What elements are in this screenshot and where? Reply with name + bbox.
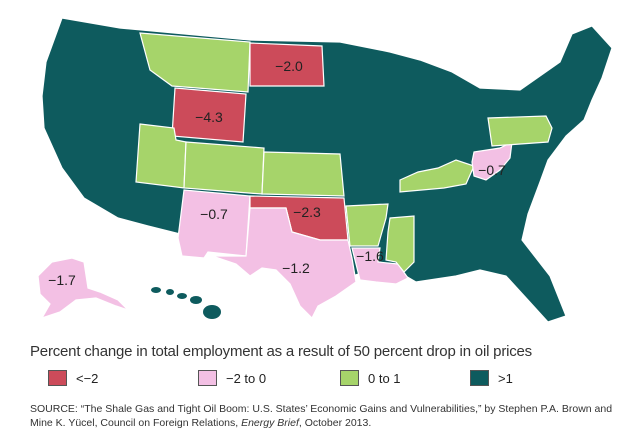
state-arkansas <box>345 203 389 247</box>
state-mississippi <box>385 215 415 273</box>
legend-swatch <box>48 370 67 386</box>
label-north-dakota: −2.0 <box>275 58 303 74</box>
legend-swatch <box>340 370 359 386</box>
state-colorado <box>183 141 265 195</box>
legend-item-neg2-to-0: −2 to 0 <box>198 369 266 387</box>
state-west-virginia <box>471 140 513 181</box>
state-texas <box>211 207 357 320</box>
source-text: SOURCE: “The Shale Gas and Tight Oil Boo… <box>30 403 613 429</box>
state-north-dakota <box>249 42 325 87</box>
legend-label: −2 to 0 <box>226 370 267 386</box>
label-wyoming: −4.3 <box>195 109 223 125</box>
label-alaska: −1.7 <box>48 272 76 288</box>
us-employment-map <box>37 17 613 323</box>
label-oklahoma: −2.3 <box>293 204 321 220</box>
source-publication: Energy Brief <box>241 417 299 429</box>
label-texas: −1.2 <box>282 260 310 276</box>
state-montana <box>139 32 251 93</box>
label-west-virginia: −0.7 <box>478 162 506 178</box>
state-louisiana <box>351 247 409 285</box>
state-alaska <box>37 257 129 320</box>
legend-item-0-to-1: 0 to 1 <box>340 369 401 387</box>
legend-label: <−2 <box>76 370 99 386</box>
state-hawaii <box>151 287 221 319</box>
state-kansas <box>261 151 345 197</box>
label-louisiana: −1.6 <box>356 248 384 264</box>
legend-swatch <box>198 370 217 386</box>
state-pennsylvania <box>487 115 553 147</box>
label-new-mexico: −0.7 <box>200 206 228 222</box>
legend-item-lt-neg2: <−2 <box>48 369 98 387</box>
legend-title: Percent change in total employment as a … <box>30 343 532 360</box>
legend-label: >1 <box>498 370 513 386</box>
legend-swatch <box>470 370 489 386</box>
source-note: SOURCE: “The Shale Gas and Tight Oil Boo… <box>30 402 630 430</box>
source-date: , October 2013. <box>298 417 372 429</box>
state-new-mexico <box>177 189 251 259</box>
legend-label: 0 to 1 <box>368 370 401 386</box>
legend-item-gt-1: >1 <box>470 369 513 387</box>
state-wyoming <box>171 87 247 143</box>
